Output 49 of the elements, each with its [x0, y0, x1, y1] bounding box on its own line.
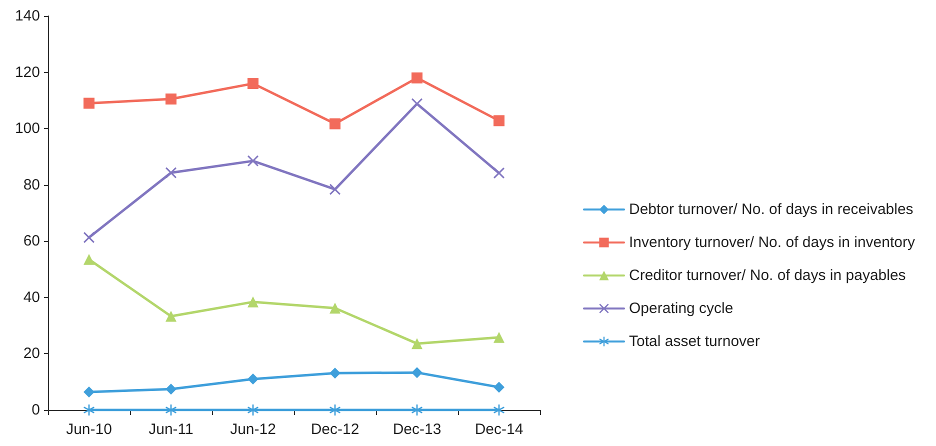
point [166, 167, 176, 178]
point [166, 404, 176, 416]
point [84, 232, 94, 243]
point [494, 404, 504, 416]
point [494, 382, 504, 393]
x-tick-label: Dec-14 [474, 421, 524, 438]
y-tick-label: 40 [23, 288, 40, 306]
point [248, 374, 258, 385]
point [494, 168, 504, 179]
point [494, 115, 504, 126]
point [84, 254, 94, 265]
point [166, 310, 176, 322]
y-tick-label: 60 [23, 232, 40, 250]
x-tick-label: Dec-12 [310, 421, 360, 438]
legend-label: Debtor turnover/ No. of days in receivables [629, 201, 914, 218]
y-tick-label: 140 [14, 8, 40, 24]
point [330, 368, 340, 379]
y-tick-label: 0 [32, 402, 40, 418]
point [330, 404, 340, 416]
x-tick-label: Jun-10 [66, 421, 112, 438]
y-tick-label: 100 [14, 120, 40, 138]
y-tick-label: 80 [23, 176, 40, 194]
point [330, 302, 340, 314]
y-tick-label: 120 [14, 64, 40, 81]
point [412, 98, 422, 110]
point [166, 94, 176, 105]
point [412, 72, 422, 84]
point [248, 155, 258, 166]
x-tick-label: Jun-12 [230, 421, 276, 438]
point [412, 338, 422, 350]
x-tick-label: Dec-13 [392, 421, 442, 438]
legend-label: Creditor turnover/ No. of days in payables [629, 267, 906, 284]
legend-label: Total asset turnover [629, 333, 760, 350]
point [494, 332, 504, 343]
point [84, 98, 94, 109]
point [412, 404, 422, 416]
y-tick-label: 20 [23, 345, 40, 362]
point [248, 78, 258, 90]
point [84, 386, 94, 398]
point [330, 184, 340, 195]
point [84, 404, 94, 416]
point [166, 384, 176, 395]
legend-label: Operating cycle [629, 300, 734, 317]
point [412, 367, 422, 378]
x-tick-label: Jun-11 [148, 421, 194, 438]
point [330, 118, 340, 130]
point [248, 296, 258, 308]
legend-label: Inventory turnover/ No. of days in inventory [629, 234, 916, 251]
point [248, 404, 258, 416]
